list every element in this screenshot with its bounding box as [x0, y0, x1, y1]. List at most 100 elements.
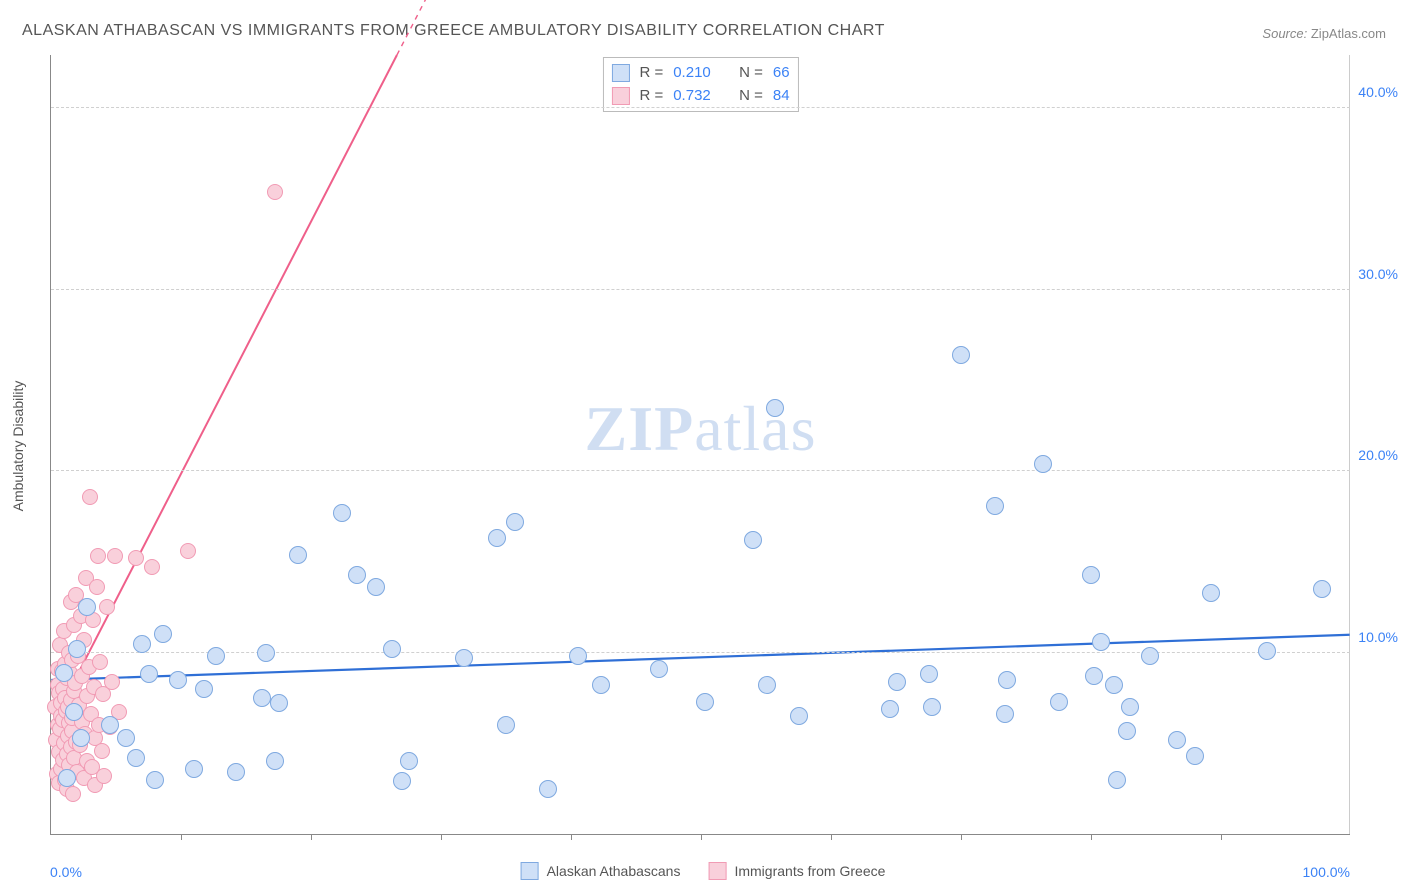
marker-athabascan	[68, 640, 86, 658]
marker-athabascan	[650, 660, 668, 678]
marker-athabascan	[348, 566, 366, 584]
marker-greece	[65, 786, 81, 802]
marker-athabascan	[253, 689, 271, 707]
marker-athabascan	[289, 546, 307, 564]
marker-athabascan	[569, 647, 587, 665]
marker-athabascan	[1186, 747, 1204, 765]
chart-title: ALASKAN ATHABASCAN VS IMMIGRANTS FROM GR…	[22, 22, 885, 40]
x-tick	[831, 834, 832, 840]
x-tick	[1221, 834, 1222, 840]
marker-greece	[89, 579, 105, 595]
legend-label-greece: Immigrants from Greece	[734, 863, 885, 879]
x-tick	[571, 834, 572, 840]
r-value-athabascan: 0.210	[673, 62, 711, 85]
gridline-h	[51, 289, 1350, 290]
marker-athabascan	[790, 707, 808, 725]
marker-greece	[94, 743, 110, 759]
marker-athabascan	[1105, 676, 1123, 694]
marker-athabascan	[986, 497, 1004, 515]
marker-greece	[92, 654, 108, 670]
marker-athabascan	[266, 752, 284, 770]
legend-item-athabascan: Alaskan Athabascans	[521, 862, 681, 880]
marker-athabascan	[1121, 698, 1139, 716]
y-tick-label: 30.0%	[1358, 266, 1398, 282]
marker-athabascan	[539, 780, 557, 798]
source-attribution: Source: ZipAtlas.com	[1262, 26, 1386, 41]
marker-athabascan	[185, 760, 203, 778]
marker-athabascan	[998, 671, 1016, 689]
marker-greece	[99, 599, 115, 615]
marker-athabascan	[488, 529, 506, 547]
marker-athabascan	[1258, 642, 1276, 660]
marker-athabascan	[154, 625, 172, 643]
marker-athabascan	[78, 598, 96, 616]
marker-athabascan	[1141, 647, 1159, 665]
bottom-legend: Alaskan Athabascans Immigrants from Gree…	[521, 862, 886, 880]
marker-athabascan	[744, 531, 762, 549]
r-label: R =	[639, 62, 663, 85]
stats-row-greece: R = 0.732 N = 84	[611, 85, 789, 108]
marker-athabascan	[506, 513, 524, 531]
marker-athabascan	[923, 698, 941, 716]
marker-athabascan	[169, 671, 187, 689]
marker-greece	[128, 550, 144, 566]
marker-athabascan	[101, 716, 119, 734]
trend-lines	[51, 55, 1350, 834]
marker-athabascan	[952, 346, 970, 364]
x-tick	[701, 834, 702, 840]
marker-athabascan	[140, 665, 158, 683]
marker-athabascan	[133, 635, 151, 653]
marker-athabascan	[696, 693, 714, 711]
marker-athabascan	[65, 703, 83, 721]
marker-athabascan	[888, 673, 906, 691]
marker-athabascan	[127, 749, 145, 767]
gridline-h	[51, 470, 1350, 471]
trendline-greece	[51, 55, 397, 725]
marker-athabascan	[383, 640, 401, 658]
marker-athabascan	[1168, 731, 1186, 749]
marker-athabascan	[758, 676, 776, 694]
marker-greece	[180, 543, 196, 559]
y-tick-label: 40.0%	[1358, 84, 1398, 100]
marker-athabascan	[1050, 693, 1068, 711]
x-tick	[961, 834, 962, 840]
marker-athabascan	[333, 504, 351, 522]
n-label: N =	[739, 85, 763, 108]
marker-athabascan	[58, 769, 76, 787]
source-value: ZipAtlas.com	[1311, 26, 1386, 41]
x-tick	[181, 834, 182, 840]
marker-athabascan	[497, 716, 515, 734]
scatter-plot-area: ZIPatlas R = 0.210 N = 66 R = 0.732 N = …	[50, 55, 1350, 835]
marker-athabascan	[1082, 566, 1100, 584]
marker-athabascan	[207, 647, 225, 665]
n-value-athabascan: 66	[773, 62, 790, 85]
x-axis-min-label: 0.0%	[50, 864, 82, 880]
marker-athabascan	[1118, 722, 1136, 740]
marker-athabascan	[117, 729, 135, 747]
marker-greece	[90, 548, 106, 564]
legend-item-greece: Immigrants from Greece	[708, 862, 885, 880]
r-label: R =	[639, 85, 663, 108]
marker-athabascan	[996, 705, 1014, 723]
marker-athabascan	[766, 399, 784, 417]
marker-athabascan	[367, 578, 385, 596]
x-axis-max-label: 100.0%	[1303, 864, 1350, 880]
swatch-athabascan	[611, 64, 629, 82]
gridline-h	[51, 107, 1350, 108]
marker-athabascan	[881, 700, 899, 718]
marker-greece	[144, 559, 160, 575]
marker-greece	[82, 489, 98, 505]
x-tick	[1091, 834, 1092, 840]
marker-greece	[267, 184, 283, 200]
swatch-greece	[611, 87, 629, 105]
marker-athabascan	[592, 676, 610, 694]
marker-athabascan	[72, 729, 90, 747]
marker-athabascan	[1202, 584, 1220, 602]
marker-athabascan	[1108, 771, 1126, 789]
y-axis-title: Ambulatory Disability	[10, 381, 26, 512]
stats-legend: R = 0.210 N = 66 R = 0.732 N = 84	[602, 57, 798, 112]
y-tick-label: 10.0%	[1358, 629, 1398, 645]
marker-athabascan	[270, 694, 288, 712]
marker-athabascan	[1034, 455, 1052, 473]
marker-athabascan	[1313, 580, 1331, 598]
